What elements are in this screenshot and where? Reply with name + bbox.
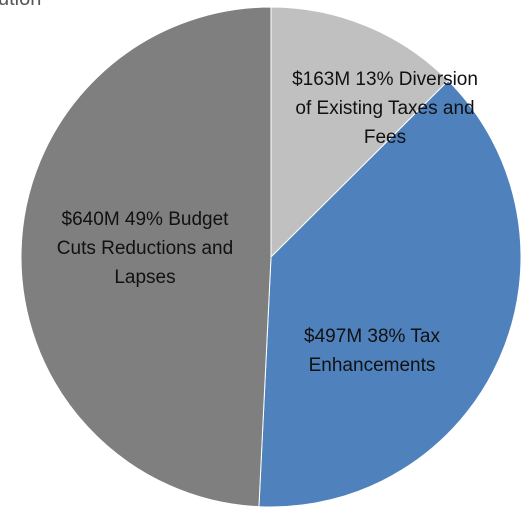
slice-label-line: Fees <box>364 127 406 148</box>
slice-label-line: of Existing Taxes and <box>295 98 474 119</box>
slice-label-line: $163M 13% Diversion <box>292 69 478 90</box>
pie-slice-1 <box>270 6 449 259</box>
pie-slice-3 <box>20 6 272 508</box>
pie-slice-2 <box>258 79 522 508</box>
slice-label-line: Enhancements <box>309 355 436 376</box>
slice-label-line: $497M 38% Tax <box>304 326 440 347</box>
slice-label-line: Lapses <box>114 267 175 288</box>
slice-label-2: $497M 38% Tax Enhancements <box>304 326 440 376</box>
slice-label-3: $640M 49% Budget Cuts Reductions and Lapse… <box>57 209 233 288</box>
slice-label-line: Cuts Reductions and <box>57 238 233 259</box>
slice-label-line: $640M 49% Budget <box>62 209 230 230</box>
chart-title: ution <box>0 0 41 11</box>
slices-layer <box>20 6 522 508</box>
labels-layer: $163M 13% Diversion of Existing Taxes and… <box>57 69 478 376</box>
slice-label-1: $163M 13% Diversion of Existing Taxes and… <box>292 69 478 148</box>
